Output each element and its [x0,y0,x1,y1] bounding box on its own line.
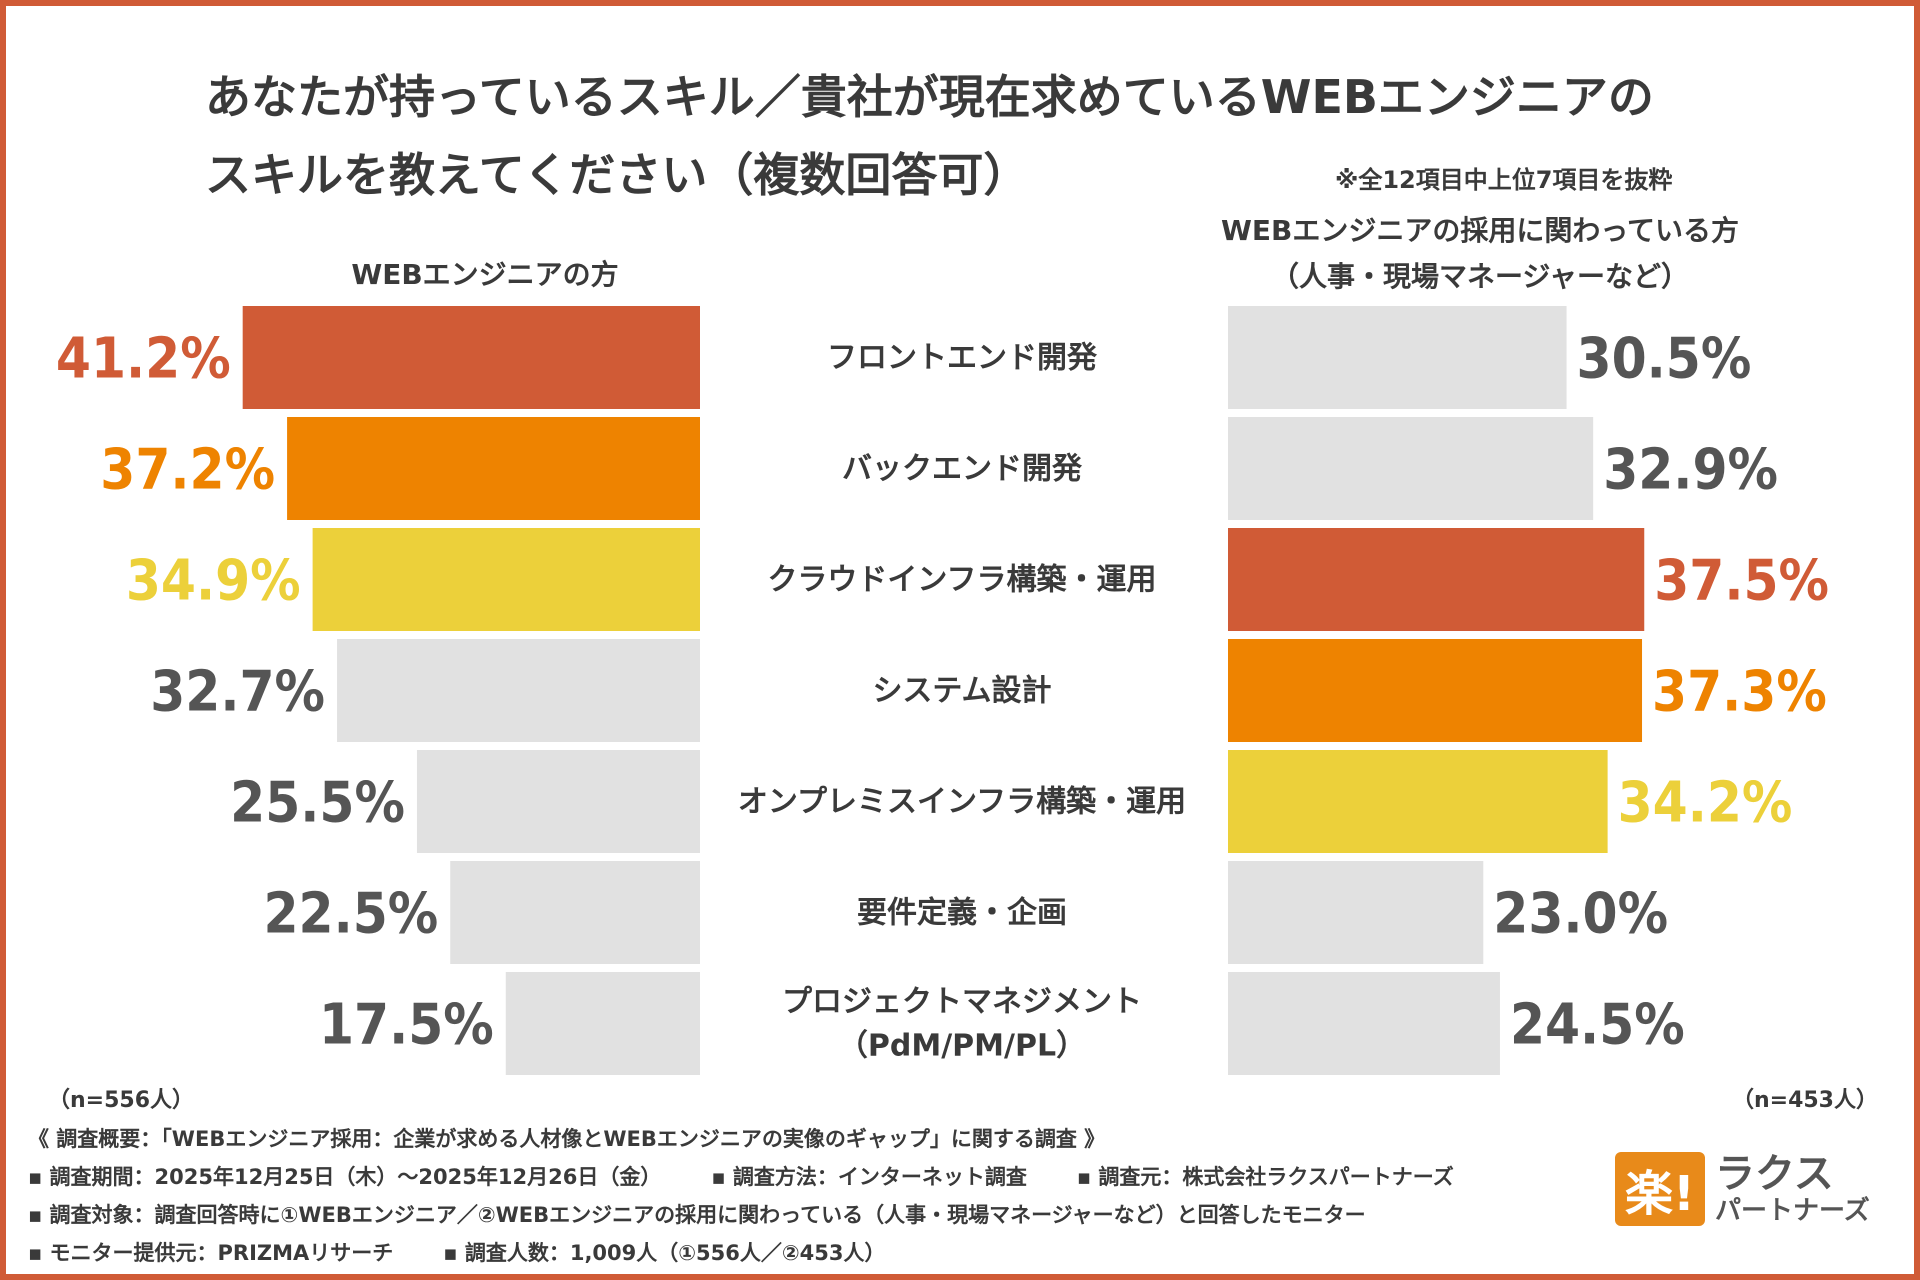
bar-right-4 [1228,750,1608,853]
category-label-4: オンプレミスインフラ構築・運用 [738,785,1186,820]
survey-provider: ▪ モニター提供元：PRIZMAリサーチ [28,1241,394,1265]
company-logo: 楽! ラクス パートナーズ [1615,1152,1870,1226]
survey-overview: 《 調査概要：「WEBエンジニア採用：企業が求める人材像とWEBエンジニアの実像… [28,1120,1588,1272]
bar-left-5 [450,861,700,964]
title-line-2: スキルを教えてください（複数回答可） [205,148,1030,202]
value-label-left-6: 17.5% [319,993,494,1058]
survey-source: ▪ 調査元：株式会社ラクスパートナーズ [1076,1165,1454,1189]
right-sample-size: （n=453人） [1731,1088,1878,1113]
bar-right-6 [1228,972,1500,1075]
category-label-3: システム設計 [872,674,1051,709]
category-label-5: 要件定義・企画 [857,896,1067,931]
bar-left-0 [242,306,700,409]
survey-method: ▪ 調査方法：インターネット調査 [711,1165,1027,1189]
bar-left-3 [337,639,700,742]
value-label-left-1: 37.2% [100,438,275,503]
right-header-line-2: （人事・現場マネージャーなど） [1270,260,1690,293]
survey-period: ▪ 調査期間：2025年12月25日（木）～2025年12月26日（金） [28,1165,662,1189]
category-label-6-1: （PdM/PM/PL） [838,1029,1086,1064]
chart-title: あなたが持っているスキル／貴社が現在求めているWEBエンジニアの スキルを教えて… [205,58,1765,214]
logo-text: ラクス パートナーズ [1715,1152,1870,1226]
category-label-6-0: プロジェクトマネジメント [782,985,1142,1020]
survey-count: ▪ 調査人数：1,009人（①556人／②453人） [443,1241,886,1265]
bar-left-1 [287,417,700,520]
value-label-left-3: 32.7% [150,660,325,725]
value-label-right-3: 37.3% [1652,660,1827,725]
bar-right-3 [1228,639,1643,742]
left-sample-size: （n=556人） [48,1088,195,1113]
logo-mark: 楽! [1615,1152,1705,1226]
value-label-right-1: 32.9% [1603,438,1778,503]
value-label-left-4: 25.5% [230,771,405,836]
value-label-right-0: 30.5% [1577,327,1752,392]
bar-right-0 [1228,306,1567,409]
logo-line-1: ラクス [1715,1151,1834,1197]
survey-target: ▪ 調査対象：調査回答時に①WEBエンジニア／②WEBエンジニアの採用に関わって… [28,1203,1366,1227]
value-label-right-4: 34.2% [1618,771,1793,836]
category-label-1: バックエンド開発 [842,452,1083,487]
value-label-right-6: 24.5% [1510,993,1685,1058]
survey-title: 《 調査概要：「WEBエンジニア採用：企業が求める人材像とWEBエンジニアの実像… [28,1127,1106,1151]
left-series-header: WEBエンジニアの方 [351,258,619,291]
logo-line-2: パートナーズ [1715,1196,1870,1226]
category-label-2: クラウドインフラ構築・運用 [767,563,1156,598]
value-label-left-0: 41.2% [56,327,231,392]
bar-right-2 [1228,528,1645,631]
bar-right-1 [1228,417,1594,520]
selection-note: ※全12項目中上位7項目を抜粋 [1335,166,1673,194]
bar-right-5 [1228,861,1484,964]
bar-left-2 [312,528,700,631]
title-line-1: あなたが持っているスキル／貴社が現在求めているWEBエンジニアの [205,70,1654,124]
value-label-left-2: 34.9% [126,549,301,614]
value-label-left-5: 22.5% [263,882,438,947]
right-series-header: WEBエンジニアの採用に関わっている方 （人事・現場マネージャーなど） [1160,208,1800,300]
value-label-right-2: 37.5% [1654,549,1829,614]
value-label-right-5: 23.0% [1493,882,1668,947]
right-header-line-1: WEBエンジニアの採用に関わっている方 [1221,214,1739,247]
bar-left-4 [416,750,700,853]
category-label-0: フロントエンド開発 [827,341,1098,376]
bar-left-6 [505,972,700,1075]
